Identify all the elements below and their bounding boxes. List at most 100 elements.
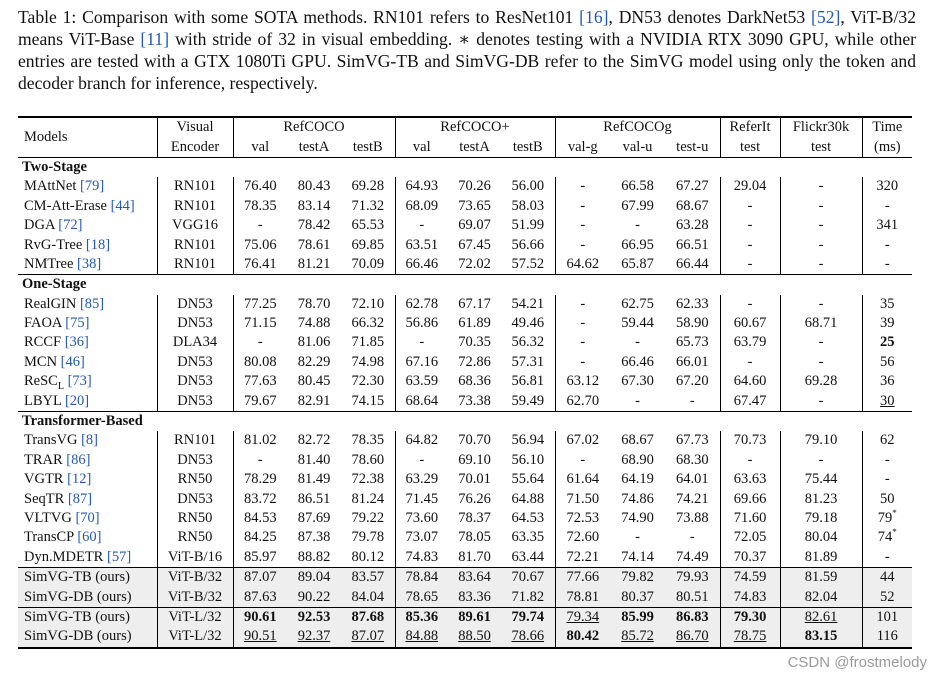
value-cell: 78.61 xyxy=(297,236,331,253)
encoder-cell: RN50 xyxy=(157,508,234,529)
value-cell: 56.10 xyxy=(501,450,556,471)
table-row: Dyn.MDETR [57] ViT-B/16 85.97 88.82 80.12 74.… xyxy=(18,547,912,568)
value-cell: - xyxy=(780,215,863,236)
value-cell: 80.45 xyxy=(297,373,331,390)
value-cell: - xyxy=(580,197,586,214)
value-cell: 83.36 xyxy=(448,587,501,608)
value-cell: 74.15 xyxy=(341,391,396,412)
model-name: VLTVG xyxy=(24,510,72,526)
model-cell: NMTree [38] xyxy=(18,254,158,275)
value-cell: 81.40 xyxy=(297,451,331,468)
value-cell: 50 xyxy=(880,490,895,507)
value-cell: 72.86 xyxy=(458,353,491,370)
model-cell: SimVG-TB (ours) xyxy=(18,606,158,628)
value-cell: 83.15 xyxy=(780,627,863,649)
table-section: Transformer-Based TransVG [8] RN101 81.02 82… xyxy=(18,410,913,568)
value-cell: 64.62 xyxy=(566,255,600,272)
value-cell: - xyxy=(580,334,586,351)
value-cell: 56.66 xyxy=(501,235,556,255)
value-cell: 92.37 xyxy=(287,627,341,649)
header-row: Models Visual RefCOCO RefCOCO+ RefCOCOg Refer… xyxy=(18,115,913,158)
value-cell: 87.63 xyxy=(233,587,287,608)
column-header: val xyxy=(395,137,448,158)
value-cell: 69.85 xyxy=(341,235,396,255)
value-cell: 320 xyxy=(876,178,899,195)
value-cell: 116 xyxy=(862,627,913,649)
value-cell: 88.82 xyxy=(297,548,331,565)
value-cell: 79* xyxy=(862,509,912,528)
value-cell: - xyxy=(635,334,640,351)
value-cell: - xyxy=(580,295,586,312)
encoder-cell: RN50 xyxy=(157,470,234,490)
value-cell: 63.79 xyxy=(720,333,781,353)
value-cell: 67.47 xyxy=(720,391,781,412)
value-cell: 82.04 xyxy=(780,587,863,608)
value-cell: 72.60 xyxy=(566,529,600,546)
table-header: Models Visual RefCOCO RefCOCO+ RefCOCOg Refer… xyxy=(18,115,913,158)
caption-text: , ViT-B/32 means ViT-Base xyxy=(18,7,916,49)
value-cell: 69.66 xyxy=(720,489,781,509)
value-cell: 67.20 xyxy=(665,372,721,392)
value-cell: 78.65 xyxy=(395,587,448,608)
value-cell: 71.32 xyxy=(341,196,396,216)
section-row: Two-Stage xyxy=(18,156,913,178)
value-cell: 56.94 xyxy=(501,431,556,451)
value-cell: 68.67 xyxy=(621,432,654,449)
value-cell: 76.41 xyxy=(243,255,277,272)
value-cell: - xyxy=(419,451,425,468)
model-name: RvG-Tree xyxy=(24,236,83,253)
value-cell: 72.53 xyxy=(566,510,600,526)
value-cell: 90.22 xyxy=(287,587,341,608)
value-cell: 69.07 xyxy=(458,217,491,234)
model-cell: TRAR [86] xyxy=(18,450,158,471)
value-cell: - xyxy=(419,217,425,234)
model-name: RCCF xyxy=(24,334,62,351)
model-name: SeqTR xyxy=(24,490,65,507)
column-header: test-u xyxy=(665,137,721,158)
table-row: SimVG-DB (ours) ViT-L/32 90.51 92.37 87.07 84… xyxy=(18,627,913,649)
value-cell: 72.30 xyxy=(341,372,396,392)
value-cell: - xyxy=(884,471,890,488)
model-name: LBYL xyxy=(24,392,62,409)
section-title: Transformer-Based xyxy=(18,410,913,432)
citation: [18] xyxy=(85,236,111,253)
value-cell: - xyxy=(257,217,263,234)
column-header: test xyxy=(720,137,781,158)
value-cell: - xyxy=(580,353,586,370)
value-cell: 71.45 xyxy=(405,490,439,507)
value-cell: 86.83 xyxy=(665,606,721,628)
value-cell: 61.89 xyxy=(458,315,491,332)
value-cell: 81.70 xyxy=(458,548,491,565)
value-cell: 63.28 xyxy=(665,215,721,236)
value-cell: 83.72 xyxy=(243,490,277,507)
model-cell: RealGIN [85] xyxy=(18,294,158,314)
value-cell: 341 xyxy=(876,217,899,234)
value-cell: 87.68 xyxy=(341,606,396,628)
value-cell: 25 xyxy=(880,334,895,351)
value-cell: 79.30 xyxy=(720,606,781,628)
value-cell: 85.72 xyxy=(610,627,666,649)
citation: [85] xyxy=(79,295,105,312)
caption-text: , DN53 denotes DarkNet53 xyxy=(608,7,812,27)
value-cell: 82.29 xyxy=(297,353,331,370)
value-cell: 71.50 xyxy=(566,490,600,507)
value-cell: 84.53 xyxy=(243,510,277,526)
value-cell: - xyxy=(720,254,781,275)
table-row: SeqTR [87] DN53 83.72 86.51 81.24 71.45 76.26 6… xyxy=(18,489,912,509)
value-cell: 82.91 xyxy=(297,392,331,409)
value-cell: 57.52 xyxy=(501,254,556,275)
encoder-cell: RN101 xyxy=(157,177,234,197)
value-cell: 64.19 xyxy=(621,471,654,488)
value-cell: 78.05 xyxy=(458,529,491,546)
value-cell: - xyxy=(884,197,890,214)
value-cell: - xyxy=(780,352,863,373)
model-name: SimVG-TB (ours) xyxy=(24,608,130,625)
value-cell: 87.69 xyxy=(297,510,331,526)
model-cell: Dyn.MDETR [57] xyxy=(18,547,158,568)
value-cell: 68.67 xyxy=(665,196,721,216)
value-cell: 59.49 xyxy=(501,391,556,412)
value-cell: 78.42 xyxy=(297,217,331,234)
value-cell: 62.33 xyxy=(665,294,721,314)
value-cell: - xyxy=(580,178,586,195)
value-cell: 30 xyxy=(880,392,895,409)
